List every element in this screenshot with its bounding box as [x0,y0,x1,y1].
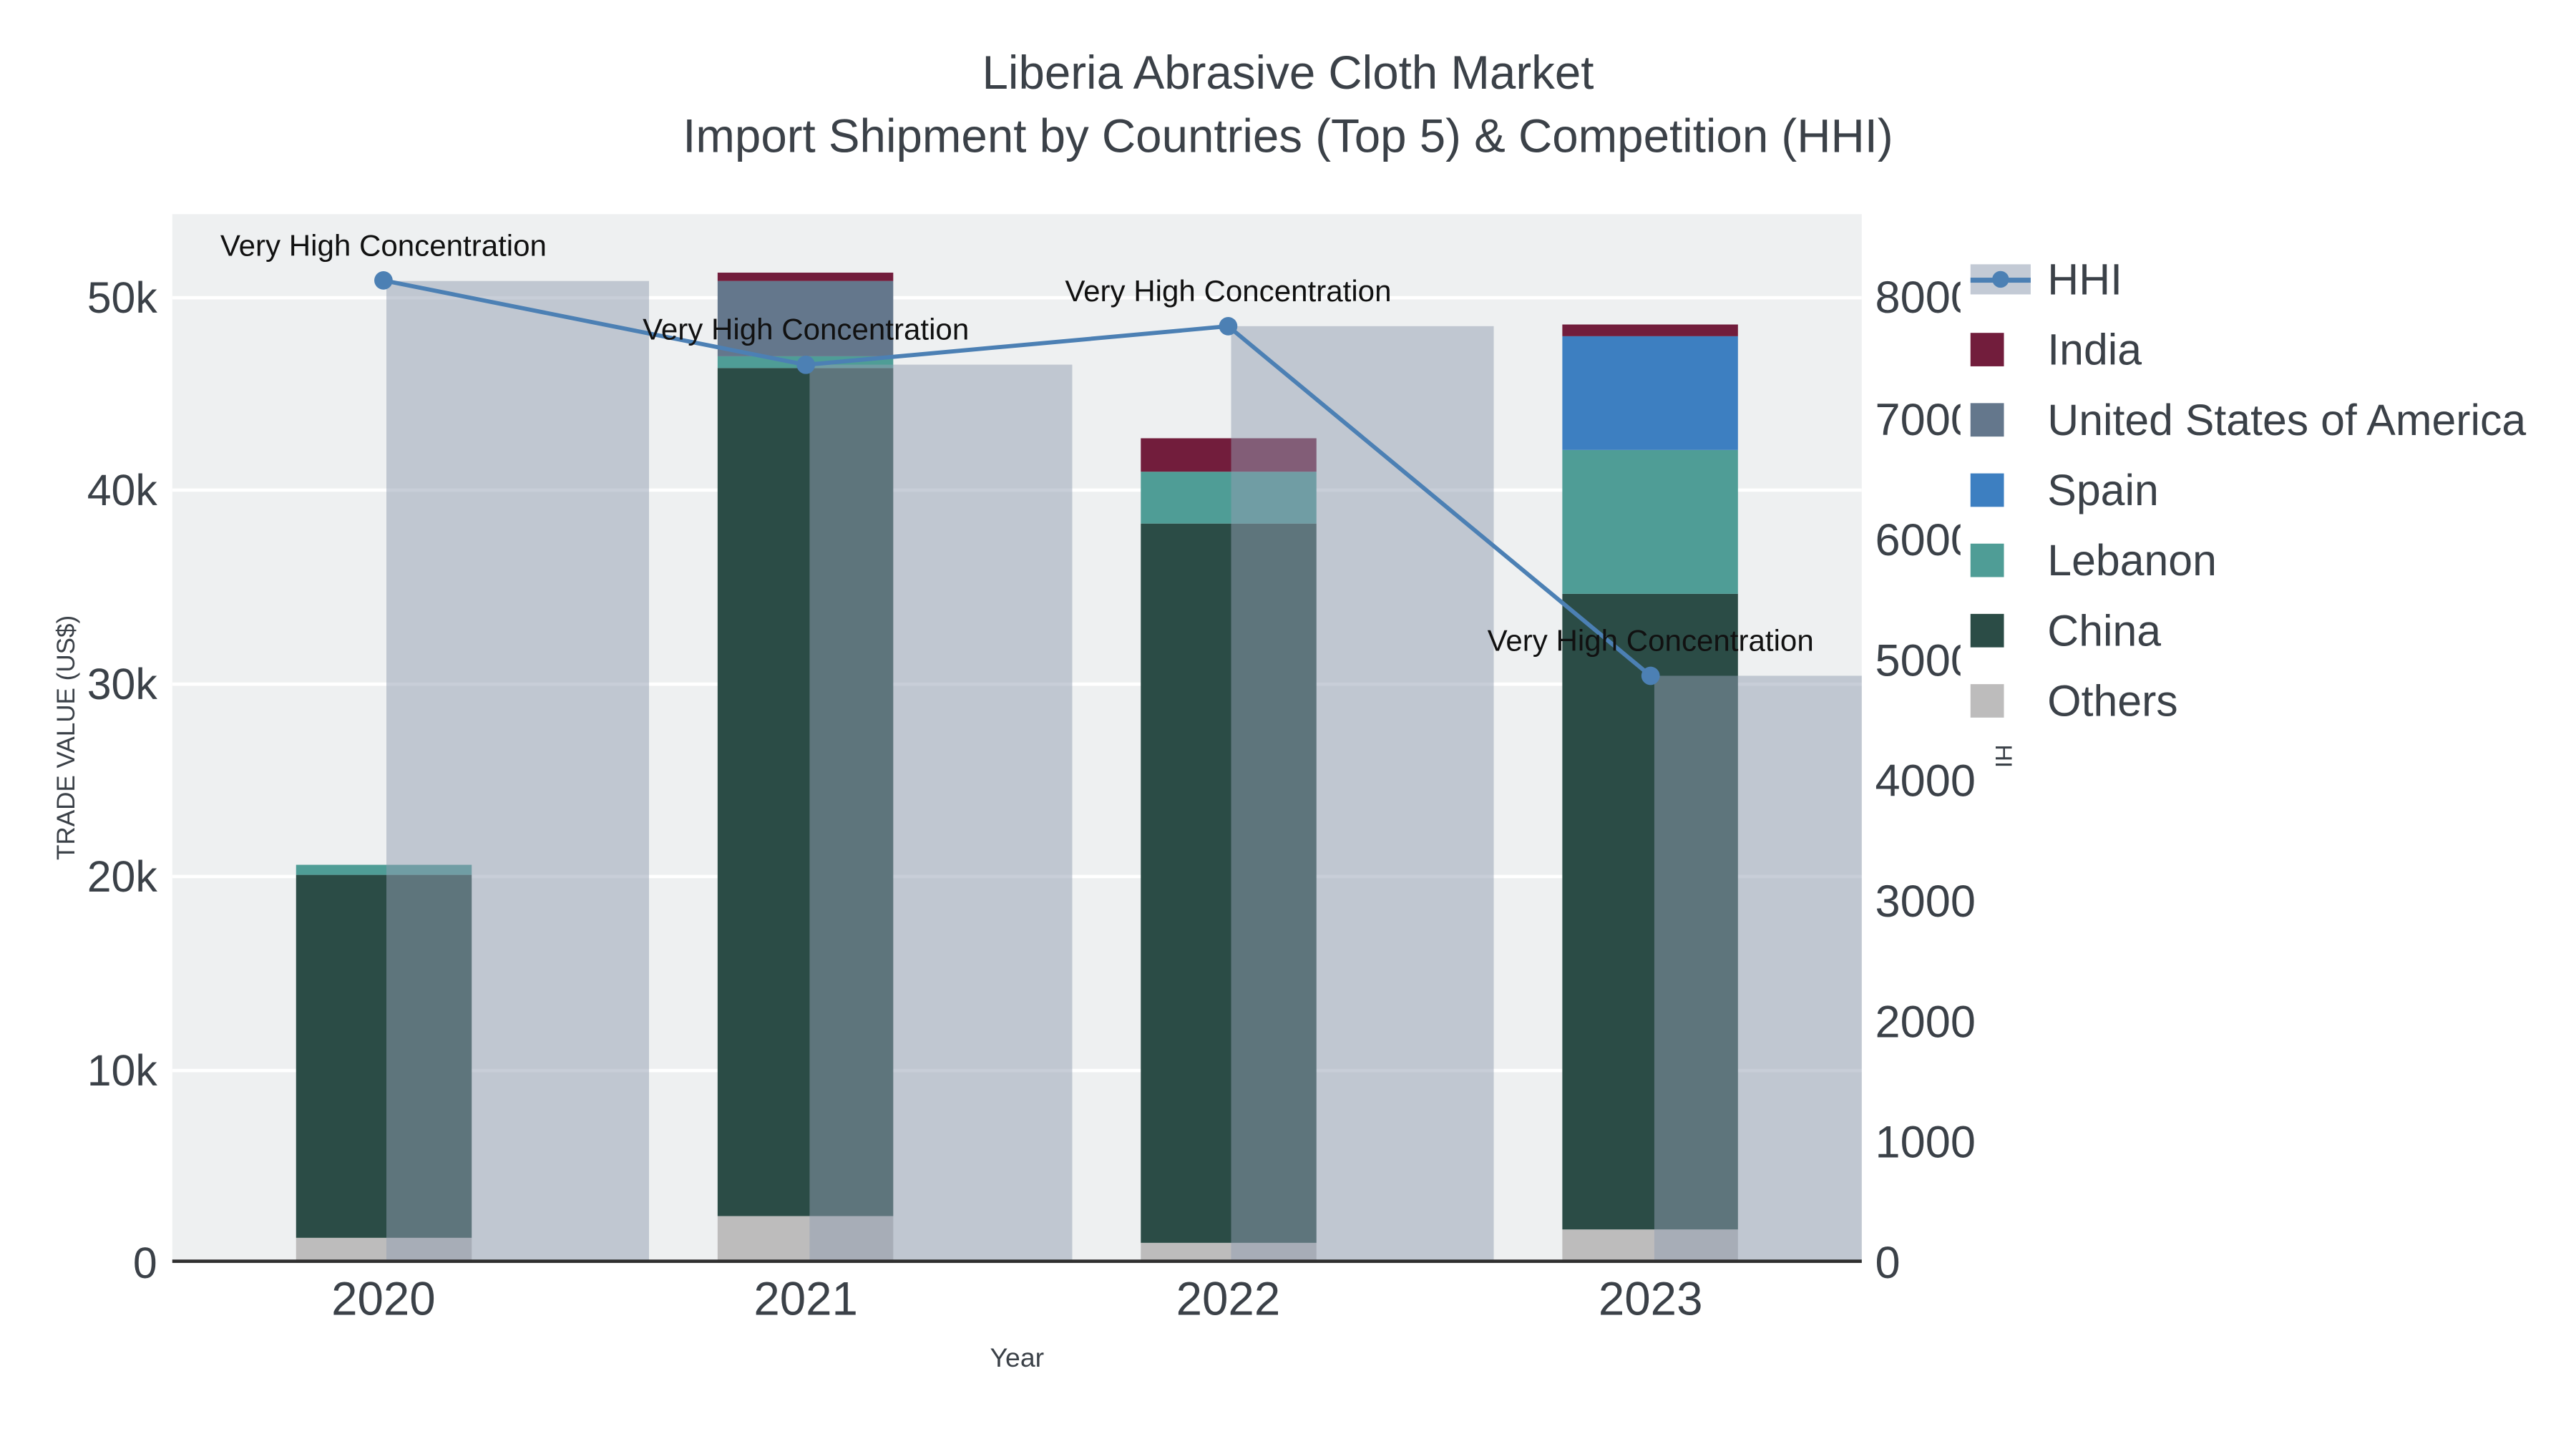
legend-label-lebanon: Lebanon [2047,534,2217,585]
y-tick-left-0: 0 [132,1237,157,1288]
legend-label-china: China [2047,605,2162,655]
legend-swatch-lebanon [1970,543,2004,577]
y-tick-left-50k: 50k [87,272,157,323]
y-tick-left-30k: 30k [87,658,157,709]
legend-item-hhi[interactable]: HHI [1970,244,2526,314]
legend-swatch-united-states-of-america [1970,403,2004,437]
x-tick-2020: 2020 [331,1272,436,1325]
bar-segment-lebanon-2023 [1562,449,1739,595]
legend-label-spain: Spain [2047,464,2159,514]
legend-label-others: Others [2047,675,2178,726]
legend-label-india: India [2047,323,2142,374]
legend: HHI India United States of America Spain Leb… [1960,234,2553,746]
legend-label-united-states-of-america: United States of America [2047,394,2527,444]
y-tick-right-4000: 4000 [1875,755,1976,806]
bar-segment-india-2021 [718,272,894,282]
y-tick-right-0: 0 [1875,1237,1901,1288]
legend-item-spain[interactable]: Spain [1970,455,2526,525]
x-axis-line [172,1259,1862,1263]
legend-item-united-states-of-america[interactable]: United States of America [1970,385,2527,455]
y-tick-right-8000: 8000 [1875,273,1976,324]
plot-area: Very High Concentration Very High Concent… [172,214,1862,1263]
legend-swatch-china [1970,613,2004,648]
y-tick-left-10k: 10k [87,1044,157,1096]
legend-glyph-box [1970,613,2031,648]
legend-glyph-box [1970,684,2031,718]
bar-segment-spain-2023 [1562,336,1739,450]
legend-label-hhi: HHI [2047,253,2122,304]
y-tick-right-2000: 2000 [1875,996,1976,1048]
legend-swatch-india [1970,333,2004,366]
y-tick-right-7000: 7000 [1875,394,1976,444]
hhi-bar-2022 [1231,326,1495,1263]
chart-title-line2: Import Shipment by Countries (Top 5) & C… [683,110,1893,162]
bar-segment-india-2023 [1562,324,1739,336]
legend-item-others[interactable]: Others [1970,665,2526,736]
annotation-2021: Very High Concentration [643,313,970,347]
hhi-legend-icon [1970,264,2031,295]
hhi-bar-2020 [386,280,650,1263]
y-tick-right-6000: 6000 [1875,514,1976,565]
chart-title-line1: Liberia Abrasive Cloth Market [982,47,1594,99]
legend-glyph-box [1970,333,2031,366]
hhi-bar-2021 [809,364,1072,1263]
legend-item-india[interactable]: India [1970,314,2526,384]
y-tick-left-20k: 20k [87,851,157,902]
legend-glyph-box [1970,403,2031,437]
hhi-bar-2023 [1654,675,1862,1263]
y-tick-right-5000: 5000 [1875,635,1976,686]
hhi-legend-dot [1992,270,2009,288]
x-axis-title: Year [990,1345,1045,1374]
y-tick-right-1000: 1000 [1875,1117,1976,1168]
legend-glyph-box [1970,264,2031,295]
x-tick-2021: 2021 [753,1272,858,1325]
left-axis-title: TRADE VALUE (US$) [52,615,82,861]
annotation-2020: Very High Concentration [220,228,547,263]
legend-item-lebanon[interactable]: Lebanon [1970,525,2526,595]
x-tick-2023: 2023 [1598,1272,1703,1325]
annotation-2023: Very High Concentration [1487,623,1814,658]
x-tick-2022: 2022 [1176,1272,1281,1325]
annotation-2022: Very High Concentration [1065,274,1392,308]
legend-item-china[interactable]: China [1970,595,2526,665]
y-tick-left-40k: 40k [87,465,157,516]
legend-swatch-spain [1970,473,2004,507]
legend-glyph-box [1970,543,2031,577]
legend-glyph-box [1970,473,2031,507]
legend-swatch-others [1970,684,2004,718]
y-tick-right-3000: 3000 [1875,876,1976,927]
